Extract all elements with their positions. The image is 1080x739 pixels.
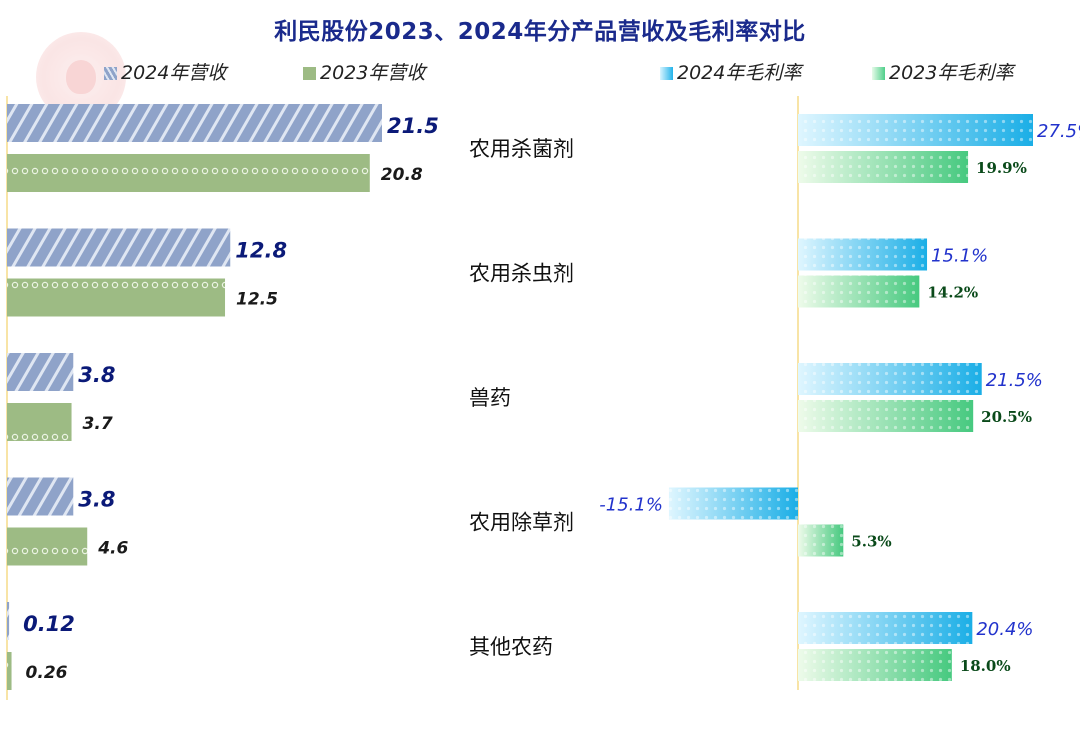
category-label-2: 兽药 xyxy=(469,386,511,410)
legend-swatch-margin-2023 xyxy=(872,67,885,80)
legend-label-margin-2024: 2024年毛利率 xyxy=(677,62,802,84)
label-margin-2023-3: 5.3% xyxy=(851,533,891,551)
label-revenue-2023-4: 0.26 xyxy=(26,663,68,683)
label-margin-2023-0: 19.9% xyxy=(976,159,1027,177)
label-revenue-2024-1: 12.8 xyxy=(235,239,287,263)
bar-margin-2024-texture-3 xyxy=(668,487,798,520)
bar-revenue-2023-4 xyxy=(7,652,12,690)
legend-swatch-rev-2024 xyxy=(104,67,117,80)
legend-swatch-margin-2024 xyxy=(660,67,673,80)
label-margin-2023-4: 18.0% xyxy=(960,657,1011,675)
label-revenue-2023-0: 20.8 xyxy=(381,165,423,185)
label-revenue-2023-1: 12.5 xyxy=(236,290,278,310)
label-margin-2024-3: -15.1% xyxy=(599,495,663,516)
bar-revenue-2024-3 xyxy=(7,477,74,516)
category-label-1: 农用杀虫剂 xyxy=(469,262,574,286)
bar-margin-2023-texture-0 xyxy=(798,151,969,183)
bar-margin-2024-texture-2 xyxy=(798,363,982,395)
bar-revenue-2024-1 xyxy=(7,228,231,267)
chart-layer: 农用杀菌剂 21.5 20.8 27.5% 19.9% 农用杀虫剂 12.8 12.5 15.1… xyxy=(6,96,1080,700)
bar-margin-2024-texture-0 xyxy=(798,114,1033,146)
bar-revenue-2023-3 xyxy=(7,527,88,566)
bar-margin-2023-texture-1 xyxy=(798,275,920,308)
legend-label-rev-2023: 2023年营收 xyxy=(320,62,426,84)
legend-label-margin-2023: 2023年毛利率 xyxy=(889,62,1014,84)
bar-margin-2024-texture-4 xyxy=(798,612,973,644)
bar-revenue-2023-1 xyxy=(7,278,226,317)
bar-revenue-2024-4 xyxy=(7,602,10,640)
bar-revenue-2024-2 xyxy=(7,353,74,391)
label-revenue-2024-4: 0.12 xyxy=(23,612,75,636)
category-label-4: 其他农药 xyxy=(469,635,553,659)
label-revenue-2024-3: 3.8 xyxy=(78,488,115,512)
label-margin-2023-1: 14.2% xyxy=(927,284,978,302)
bar-margin-2024-texture-1 xyxy=(798,238,928,271)
legend-margin-2023: 2023年毛利率 xyxy=(872,58,1013,85)
legend-rev-2024: 2024年营收 xyxy=(104,58,226,85)
bar-revenue-2023-0 xyxy=(7,154,370,192)
legend-swatch-rev-2023 xyxy=(303,67,316,80)
label-revenue-2024-2: 3.8 xyxy=(78,363,115,387)
bar-margin-2023-texture-2 xyxy=(798,400,974,432)
bar-margin-2023-texture-3 xyxy=(798,524,844,557)
category-label-0: 农用杀菌剂 xyxy=(469,137,574,161)
label-revenue-2024-0: 21.5 xyxy=(387,114,439,138)
chart-title: 利民股份2023、2024年分产品营收及毛利率对比 xyxy=(274,19,806,45)
bar-margin-2023-texture-4 xyxy=(798,649,952,681)
bar-revenue-2024-0 xyxy=(7,104,382,142)
category-label-3: 农用除草剂 xyxy=(469,511,574,535)
label-revenue-2023-3: 4.6 xyxy=(97,539,128,559)
legend-label-rev-2024: 2024年营收 xyxy=(121,62,227,84)
label-margin-2023-2: 20.5% xyxy=(981,408,1032,426)
legend-margin-2024: 2024年毛利率 xyxy=(660,58,801,85)
label-revenue-2023-2: 3.7 xyxy=(83,414,113,434)
label-margin-2024-2: 21.5% xyxy=(986,370,1043,391)
label-margin-2024-4: 20.4% xyxy=(976,619,1033,640)
label-margin-2024-0: 27.5% xyxy=(1037,121,1080,142)
label-margin-2024-1: 15.1% xyxy=(931,246,988,267)
bar-revenue-2023-2 xyxy=(7,403,72,441)
legend-rev-2023: 2023年营收 xyxy=(303,58,425,85)
